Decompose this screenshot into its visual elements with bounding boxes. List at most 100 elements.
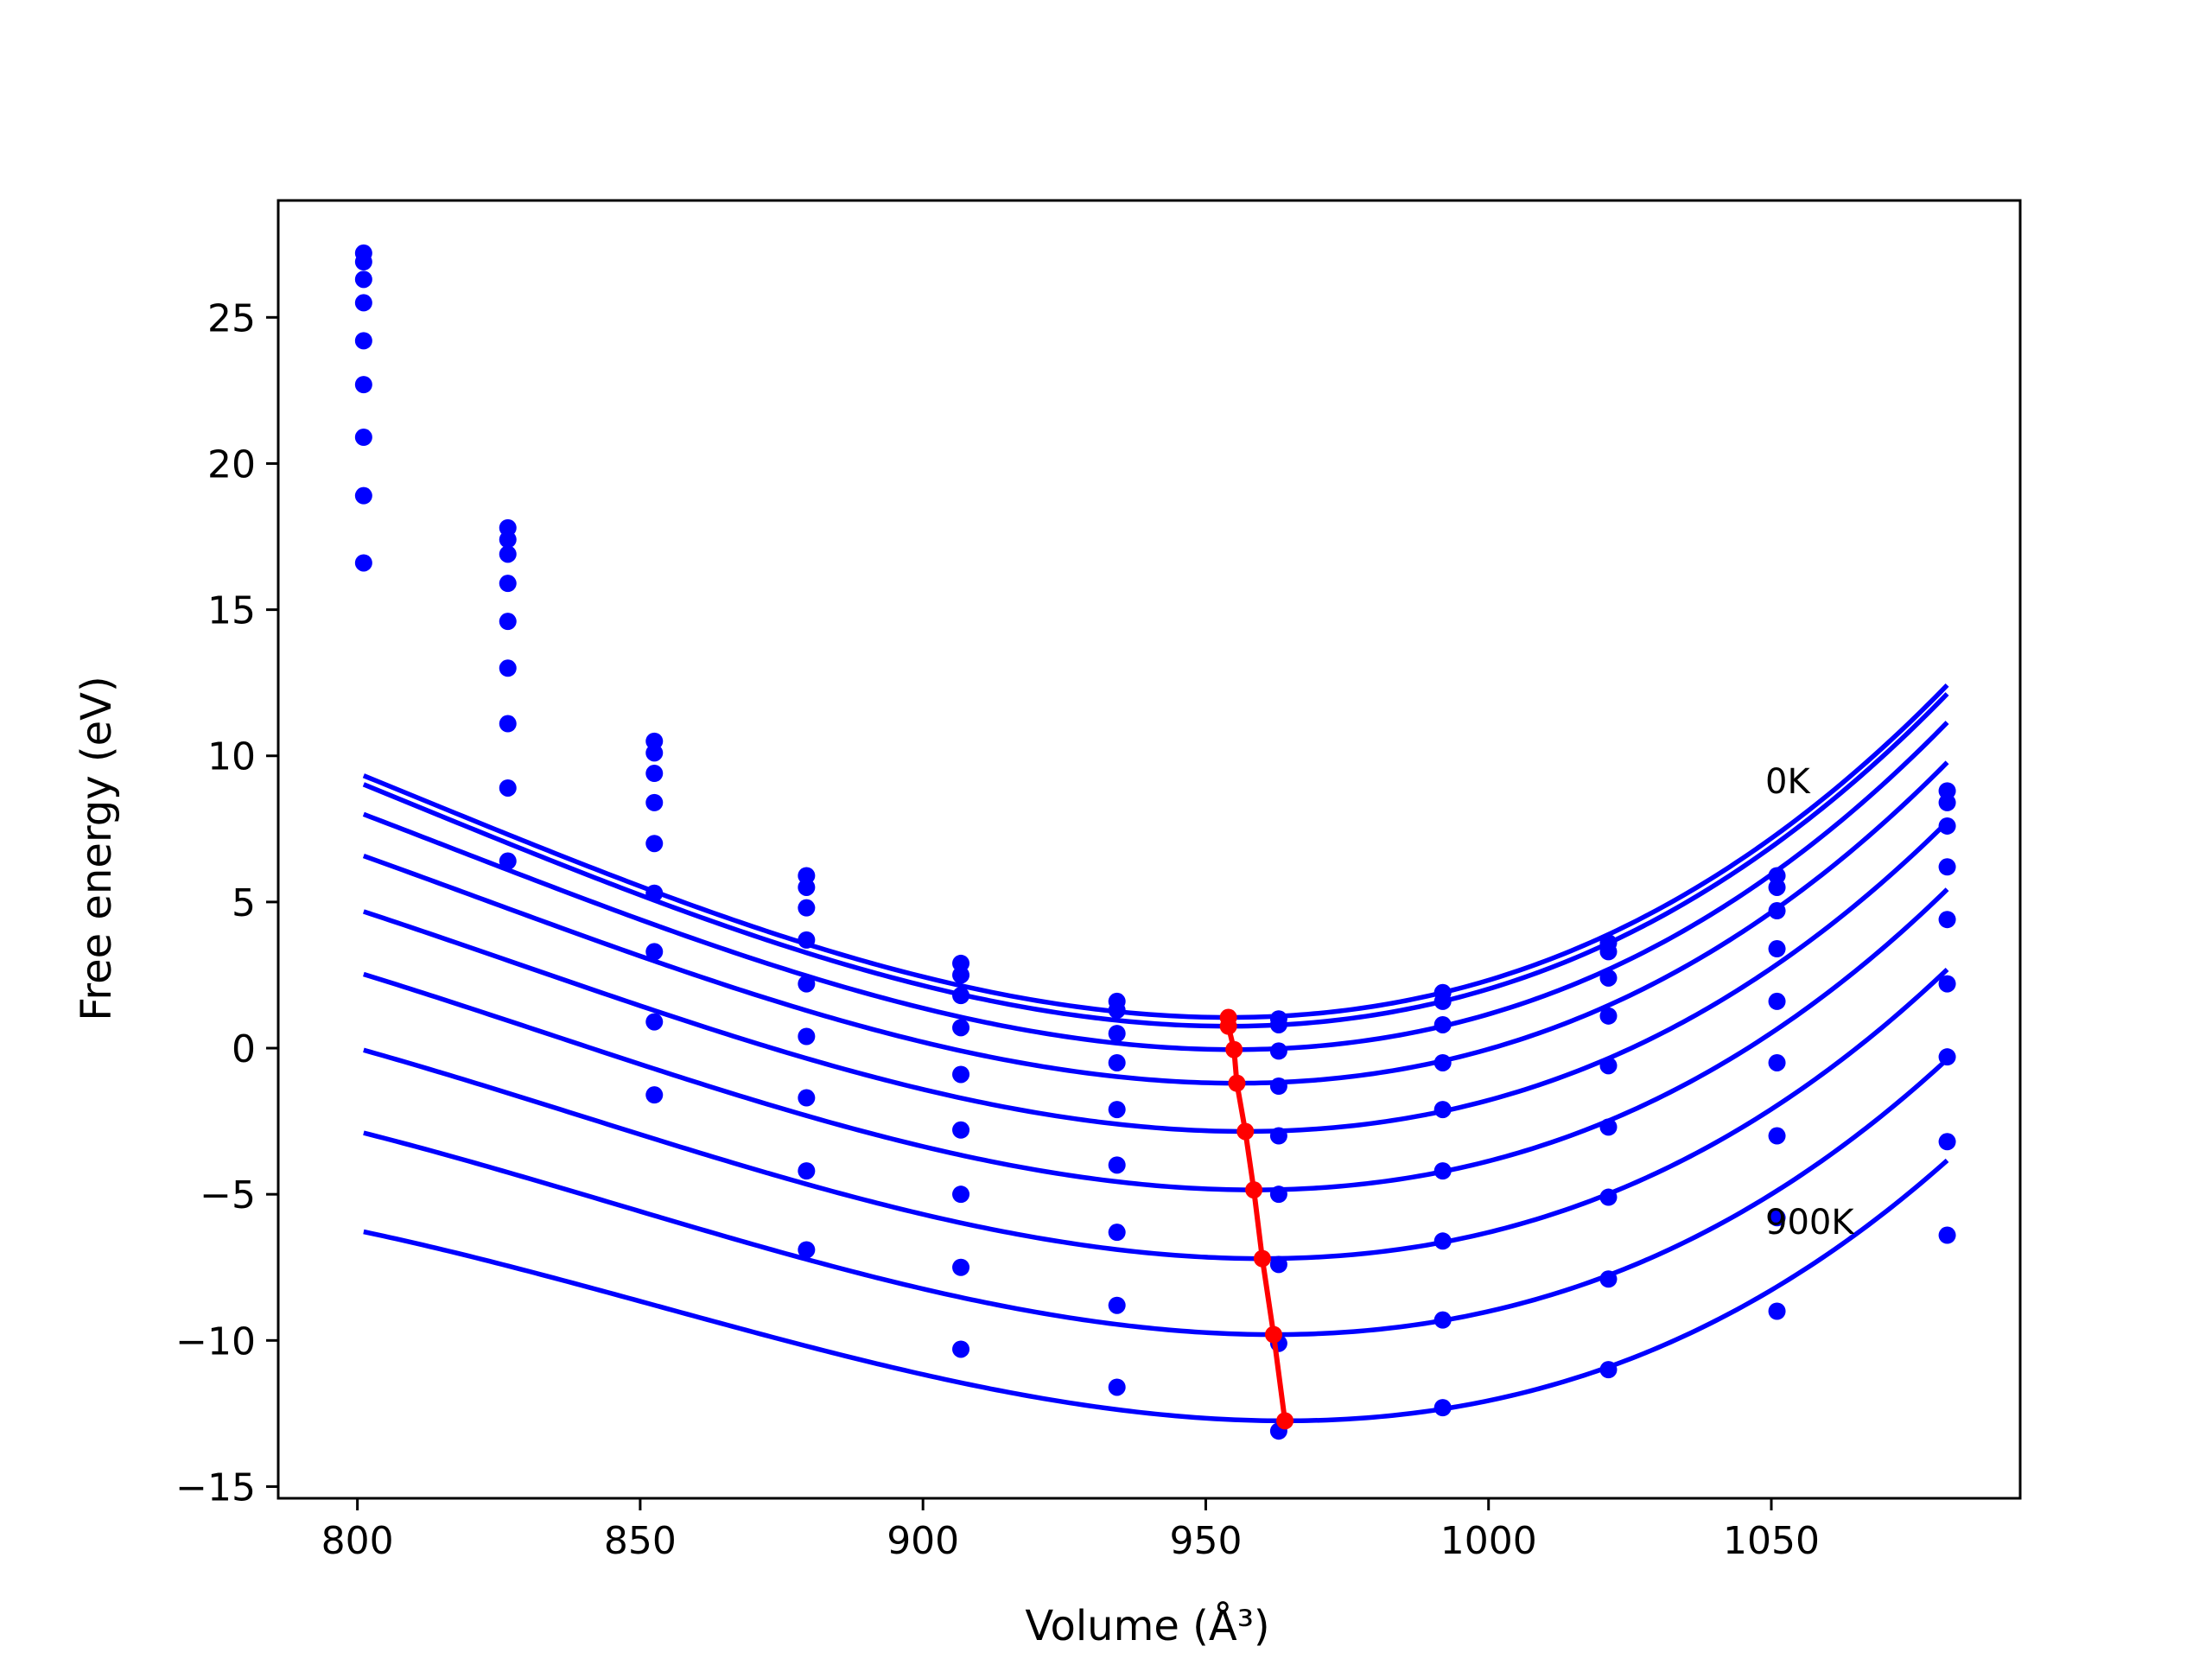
series-2-point [798, 899, 816, 917]
series-1-point [798, 878, 816, 896]
series-3-point [1599, 1007, 1618, 1025]
series-7-point [499, 779, 517, 797]
x-tick-label: 1000 [1440, 1519, 1537, 1563]
annotation-900k: 900K [1765, 1203, 1855, 1243]
series-6-point [798, 1089, 816, 1107]
series-7-point [1768, 1209, 1786, 1227]
series-5-point [1938, 975, 1956, 993]
series-4-fit-line [362, 820, 1949, 1135]
series-2-point [1599, 969, 1618, 987]
series-5-point [1768, 1053, 1786, 1071]
series-7-point [645, 1013, 664, 1031]
series-7-point [798, 1162, 816, 1180]
series-7-point [1108, 1296, 1126, 1314]
series-3-point [1433, 1053, 1452, 1071]
series-2-point [354, 270, 372, 289]
series-8-point [1433, 1399, 1452, 1417]
series-4-point [1768, 992, 1786, 1010]
series-2-point [952, 987, 970, 1005]
minimum-point [1228, 1074, 1246, 1092]
minimum-point [1236, 1122, 1255, 1141]
series-3-point [354, 294, 372, 312]
series-5-fit-line [363, 887, 1949, 1192]
series-8-fit-line [363, 1158, 1949, 1424]
series-6-point [1599, 1188, 1618, 1206]
series-layer [354, 244, 1956, 1440]
series-8-point [1768, 1302, 1786, 1320]
series-4-point [1108, 1101, 1126, 1119]
series-4-point [1938, 911, 1956, 929]
series-4-point [354, 332, 372, 350]
y-tick-label: 5 [232, 881, 256, 925]
series-1-point [354, 253, 372, 271]
series-6-fit-line [363, 967, 1949, 1262]
minimum-point [1225, 1040, 1243, 1058]
annotation-0k: 0K [1765, 762, 1811, 802]
x-tick-label: 800 [321, 1519, 394, 1563]
y-tick-label: 10 [207, 735, 256, 779]
series-8-point [354, 554, 372, 572]
series-8-point [645, 1086, 664, 1104]
minimum-point [1265, 1325, 1282, 1344]
x-axis-label: Volume (Å³) [1025, 1601, 1269, 1650]
x-tick-label: 850 [604, 1519, 677, 1563]
series-8-point [1108, 1378, 1126, 1396]
series-1-point [645, 744, 664, 762]
minimum-point [1253, 1249, 1271, 1268]
series-1-point [952, 966, 970, 984]
series-1-point [1938, 793, 1956, 811]
series-2-fit-line [362, 721, 1949, 1052]
series-1-fit-line [362, 692, 1949, 1029]
series-7-point [952, 1258, 970, 1276]
series-3-point [1269, 1077, 1287, 1096]
series-4-point [645, 835, 664, 853]
series-6-point [952, 1185, 970, 1204]
series-3-point [798, 931, 816, 949]
series-2-point [1269, 1042, 1287, 1060]
series-6-point [1433, 1232, 1452, 1250]
series-2-point [1938, 817, 1956, 835]
series-4-point [499, 613, 517, 631]
series-7-point [1938, 1133, 1956, 1151]
series-1-point [1433, 992, 1452, 1010]
series-5-point [1269, 1185, 1287, 1204]
series-2-point [1433, 1015, 1452, 1033]
y-tick-label: 25 [207, 296, 256, 340]
series-5-point [1108, 1156, 1126, 1174]
series-2-point [645, 765, 664, 783]
series-3-point [499, 575, 517, 593]
y-tick-label: 0 [232, 1027, 256, 1071]
x-tick-label: 950 [1169, 1519, 1242, 1563]
axes-frame [276, 199, 2022, 1500]
y-axis-label: Free energy (eV) [73, 676, 121, 1020]
axes-border [276, 199, 2022, 1500]
series-8-point [1938, 1226, 1956, 1244]
y-tick-label: −10 [175, 1319, 256, 1363]
series-5-point [354, 376, 372, 394]
x-tick-label: 1050 [1723, 1519, 1820, 1563]
series-8-point [499, 852, 517, 870]
series-5-point [645, 884, 664, 902]
series-6-point [645, 943, 664, 961]
ticks-layer: 800 850 900 950 1000 1050 −15 −10 −5 0 5 10 15 20 25 [175, 296, 1820, 1563]
minimum-point [1276, 1412, 1294, 1430]
y-tick-label: −15 [175, 1465, 256, 1510]
minimum-point [1245, 1181, 1263, 1199]
minimum-trace-layer [1219, 1008, 1294, 1430]
series-5-point [798, 1027, 816, 1046]
series-8-point [952, 1340, 970, 1358]
series-1-point [1269, 1015, 1287, 1033]
series-7-fit-line [363, 1057, 1949, 1338]
series-4-point [1269, 1127, 1287, 1145]
series-6-point [1768, 1127, 1786, 1145]
series-4-point [1433, 1101, 1452, 1119]
series-5-point [1599, 1118, 1618, 1136]
series-1-point [499, 531, 517, 549]
series-3-point [1108, 1053, 1126, 1071]
series-5-point [1433, 1162, 1452, 1180]
series-4-point [1599, 1057, 1618, 1075]
series-3-point [1938, 858, 1956, 876]
minimum-point [1219, 1017, 1237, 1035]
series-7-point [354, 486, 372, 505]
